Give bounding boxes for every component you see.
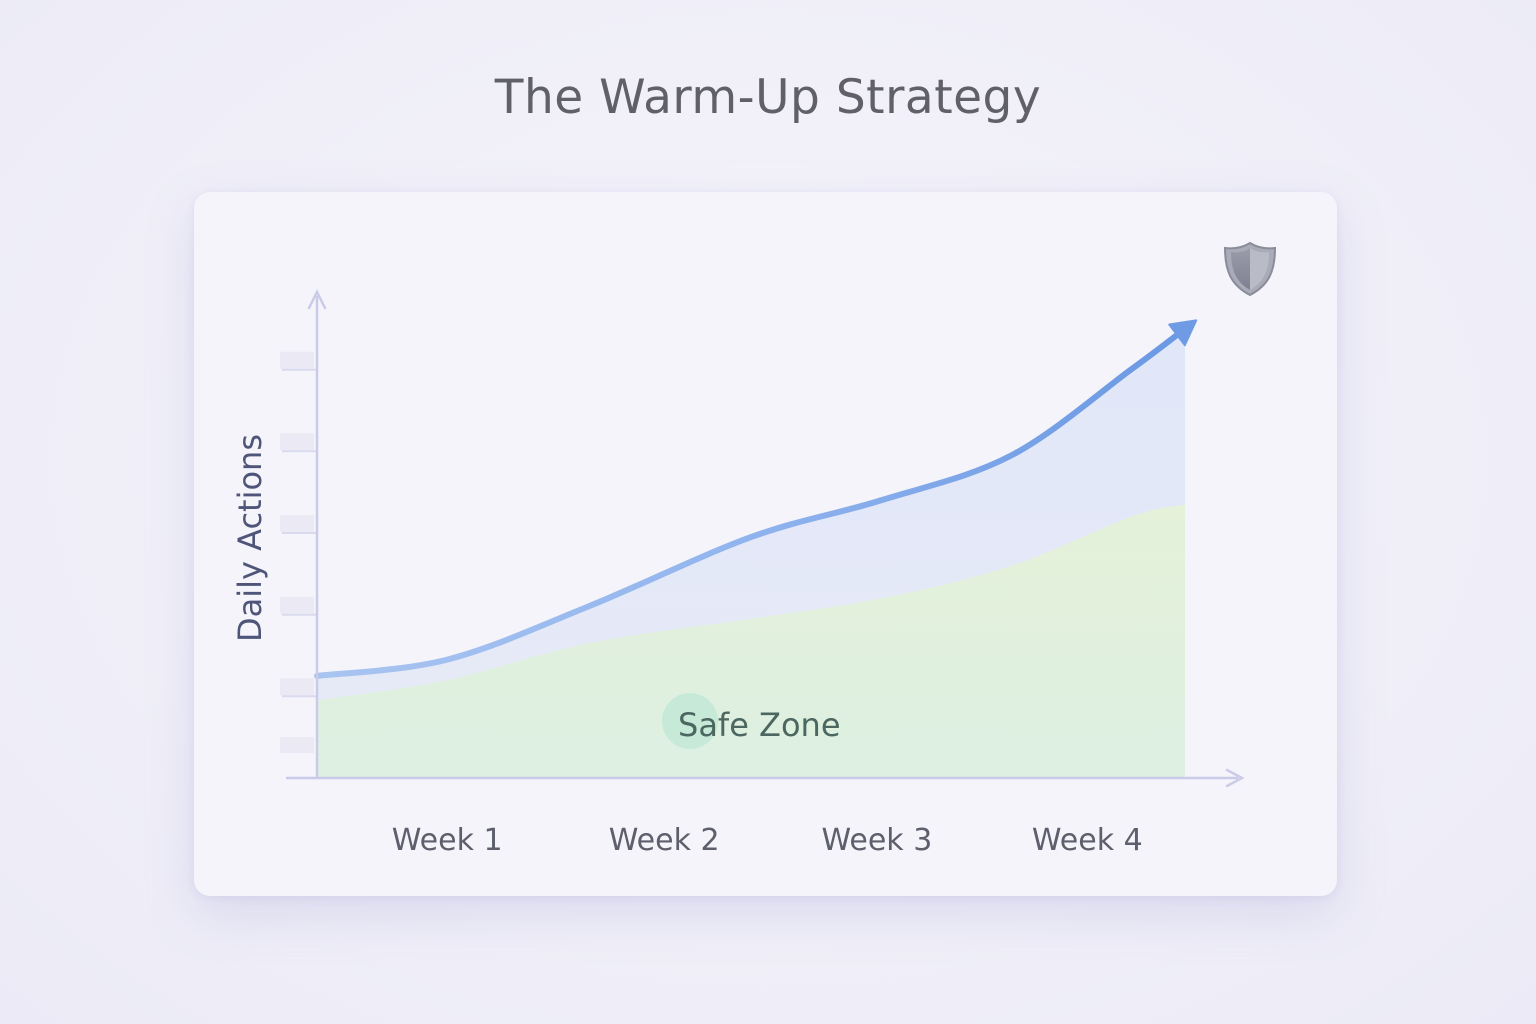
y-tick-band	[280, 737, 314, 754]
safe-zone-annotation: Safe Zone	[662, 693, 841, 749]
y-tick-band	[280, 678, 314, 696]
series-line	[314, 325, 1188, 679]
y-axis	[307, 289, 327, 778]
y-tick-band	[280, 515, 314, 532]
page-title: The Warm-Up Strategy	[494, 70, 1042, 125]
x-tick-label: Week 3	[821, 823, 932, 858]
y-tick-band	[280, 351, 314, 369]
safe-zone-area	[317, 504, 1185, 778]
safe-zone-label: Safe Zone	[678, 706, 841, 744]
x-axis-tick-labels: Week 1 Week 2 Week 3 Week 4	[392, 823, 1143, 858]
y-axis-label: Daily Actions	[231, 434, 269, 642]
warm-up-chart: Daily Actions Week 1 Week 2 Week 3 Week 4 S…	[231, 241, 1277, 858]
x-axis	[286, 768, 1245, 788]
shield-icon	[1223, 241, 1277, 297]
x-tick-label: Week 2	[609, 823, 720, 858]
trend-arrowhead	[1168, 319, 1198, 347]
y-tick-band	[280, 596, 314, 614]
y-axis-ticks	[280, 351, 317, 754]
y-tick-band	[280, 433, 314, 451]
chart-card: Daily Actions Week 1 Week 2 Week 3 Week 4 S…	[194, 192, 1337, 896]
safe-zone-marker	[662, 693, 718, 749]
x-tick-label: Week 4	[1032, 823, 1143, 858]
x-tick-label: Week 1	[392, 823, 503, 858]
